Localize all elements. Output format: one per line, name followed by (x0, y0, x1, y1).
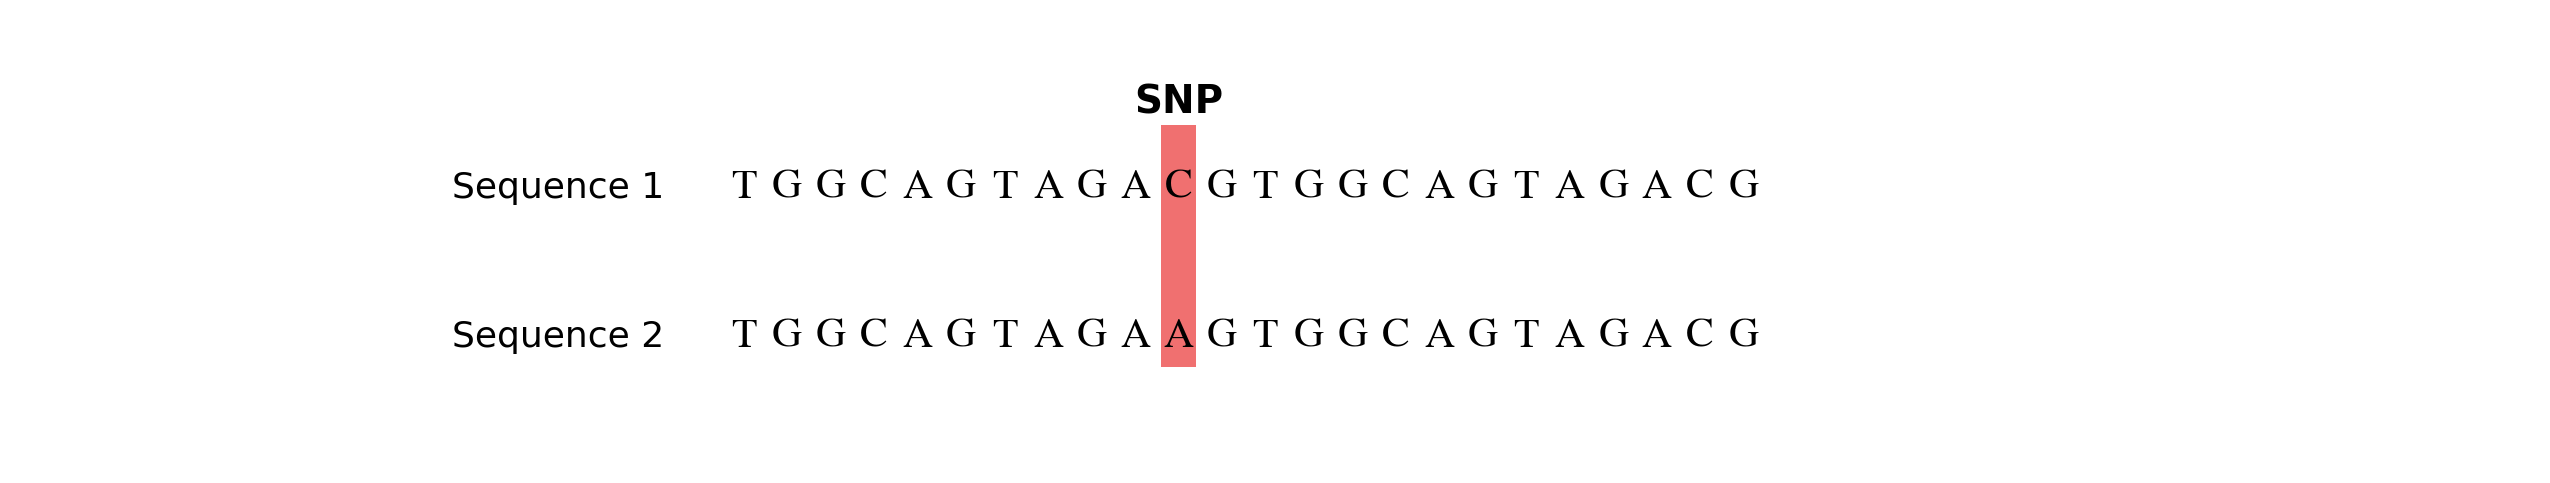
Text: Sequence 1: Sequence 1 (451, 171, 666, 205)
Text: G: G (1076, 170, 1107, 207)
FancyBboxPatch shape (1160, 125, 1196, 367)
Text: G: G (773, 318, 803, 355)
Text: Sequence 2: Sequence 2 (451, 320, 666, 354)
Text: G: G (1076, 318, 1107, 355)
Text: T: T (1515, 170, 1540, 207)
Text: G: G (1206, 170, 1237, 207)
Text: C: C (1382, 170, 1410, 207)
Text: G: G (1293, 170, 1323, 207)
Text: C: C (1165, 170, 1193, 207)
Text: G: G (1293, 318, 1323, 355)
Text: T: T (1515, 318, 1540, 355)
Text: A: A (1556, 170, 1584, 207)
Text: G: G (816, 318, 847, 355)
Text: C: C (1382, 318, 1410, 355)
Text: G: G (1729, 170, 1759, 207)
Text: G: G (1336, 170, 1367, 207)
Text: C: C (1686, 170, 1714, 207)
Text: G: G (1599, 318, 1629, 355)
Text: C: C (859, 318, 887, 355)
Text: C: C (1686, 318, 1714, 355)
Text: A: A (1425, 318, 1453, 355)
Text: G: G (773, 170, 803, 207)
Text: T: T (992, 170, 1017, 207)
Text: G: G (1469, 170, 1497, 207)
Text: C: C (859, 170, 887, 207)
Text: T: T (992, 318, 1017, 355)
Text: A: A (1033, 170, 1063, 207)
Text: SNP: SNP (1135, 84, 1224, 122)
Text: G: G (1206, 318, 1237, 355)
Text: A: A (1642, 170, 1673, 207)
Text: A: A (1033, 318, 1063, 355)
Text: G: G (1729, 318, 1759, 355)
Text: G: G (1336, 318, 1367, 355)
Text: A: A (903, 170, 933, 207)
Text: G: G (1599, 170, 1629, 207)
Text: A: A (1119, 170, 1150, 207)
Text: G: G (946, 318, 977, 355)
Text: G: G (1469, 318, 1497, 355)
Text: A: A (903, 318, 933, 355)
Text: A: A (1119, 318, 1150, 355)
Text: T: T (732, 318, 757, 355)
Text: T: T (1252, 318, 1278, 355)
Text: A: A (1556, 318, 1584, 355)
Text: G: G (816, 170, 847, 207)
Text: T: T (1252, 170, 1278, 207)
Text: G: G (946, 170, 977, 207)
Text: T: T (732, 170, 757, 207)
Text: A: A (1642, 318, 1673, 355)
Text: A: A (1163, 318, 1193, 355)
Text: A: A (1425, 170, 1453, 207)
